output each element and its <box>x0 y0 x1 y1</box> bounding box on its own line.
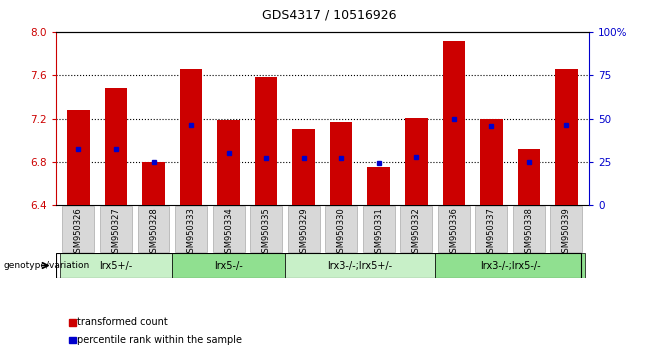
Text: GSM950330: GSM950330 <box>337 207 345 258</box>
Text: GSM950328: GSM950328 <box>149 207 158 258</box>
Text: GSM950336: GSM950336 <box>449 207 458 258</box>
Text: genotype/variation: genotype/variation <box>3 261 89 270</box>
Text: transformed count: transformed count <box>78 318 168 327</box>
Bar <box>60 253 172 278</box>
FancyBboxPatch shape <box>513 206 545 252</box>
FancyBboxPatch shape <box>438 206 470 252</box>
Bar <box>105 88 127 205</box>
Text: lrx3-/-;lrx5+/-: lrx3-/-;lrx5+/- <box>328 261 393 270</box>
Text: GSM950334: GSM950334 <box>224 207 233 258</box>
Bar <box>443 40 465 205</box>
Bar <box>255 78 278 205</box>
FancyBboxPatch shape <box>475 206 507 252</box>
Text: GSM950332: GSM950332 <box>412 207 420 258</box>
FancyBboxPatch shape <box>363 206 395 252</box>
Bar <box>67 110 89 205</box>
FancyBboxPatch shape <box>63 206 94 252</box>
Bar <box>367 167 390 205</box>
FancyBboxPatch shape <box>175 206 207 252</box>
Text: GSM950333: GSM950333 <box>187 207 195 258</box>
Bar <box>69 319 76 326</box>
Bar <box>435 253 585 278</box>
Text: percentile rank within the sample: percentile rank within the sample <box>78 335 242 345</box>
Bar <box>518 149 540 205</box>
Text: GSM950337: GSM950337 <box>487 207 496 258</box>
FancyBboxPatch shape <box>213 206 245 252</box>
FancyBboxPatch shape <box>138 206 170 252</box>
Bar <box>285 253 435 278</box>
Bar <box>405 118 428 205</box>
Bar <box>180 69 202 205</box>
Text: GSM950329: GSM950329 <box>299 207 308 258</box>
Text: lrx3-/-;lrx5-/-: lrx3-/-;lrx5-/- <box>480 261 540 270</box>
Text: GDS4317 / 10516926: GDS4317 / 10516926 <box>262 9 396 22</box>
FancyBboxPatch shape <box>551 206 582 252</box>
Bar <box>480 119 503 205</box>
Text: GSM950338: GSM950338 <box>524 207 534 258</box>
Text: lrx5-/-: lrx5-/- <box>215 261 243 270</box>
Bar <box>142 162 164 205</box>
Bar <box>555 69 578 205</box>
FancyBboxPatch shape <box>100 206 132 252</box>
Text: GSM950339: GSM950339 <box>562 207 571 258</box>
Bar <box>330 122 353 205</box>
Bar <box>292 130 315 205</box>
Bar <box>69 337 76 343</box>
FancyBboxPatch shape <box>288 206 320 252</box>
FancyBboxPatch shape <box>325 206 357 252</box>
Text: GSM950326: GSM950326 <box>74 207 83 258</box>
FancyBboxPatch shape <box>400 206 432 252</box>
Text: GSM950331: GSM950331 <box>374 207 383 258</box>
Text: lrx5+/-: lrx5+/- <box>99 261 133 270</box>
Bar <box>172 253 285 278</box>
FancyBboxPatch shape <box>250 206 282 252</box>
Text: GSM950327: GSM950327 <box>111 207 120 258</box>
Text: GSM950335: GSM950335 <box>262 207 270 258</box>
Bar <box>217 120 240 205</box>
